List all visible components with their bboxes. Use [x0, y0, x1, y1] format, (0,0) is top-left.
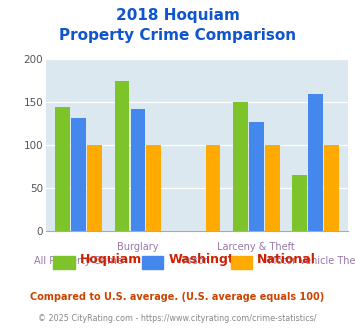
- Text: Larceny & Theft: Larceny & Theft: [217, 242, 295, 252]
- Bar: [87, 145, 102, 231]
- Text: Hoquiam: Hoquiam: [80, 252, 142, 266]
- Text: Property Crime Comparison: Property Crime Comparison: [59, 28, 296, 43]
- Bar: [292, 175, 307, 231]
- Bar: [131, 109, 145, 231]
- Bar: [71, 118, 86, 231]
- Bar: [324, 145, 339, 231]
- Bar: [249, 122, 263, 231]
- Text: Washington: Washington: [169, 252, 252, 266]
- Bar: [265, 145, 279, 231]
- Text: Compared to U.S. average. (U.S. average equals 100): Compared to U.S. average. (U.S. average …: [31, 292, 324, 302]
- Text: © 2025 CityRating.com - https://www.cityrating.com/crime-statistics/: © 2025 CityRating.com - https://www.city…: [38, 314, 317, 323]
- Text: Burglary: Burglary: [117, 242, 159, 252]
- Text: 2018 Hoquiam: 2018 Hoquiam: [116, 8, 239, 23]
- Bar: [55, 107, 70, 231]
- Bar: [308, 94, 323, 231]
- Bar: [233, 102, 247, 231]
- Bar: [206, 145, 220, 231]
- Text: National: National: [257, 252, 316, 266]
- Text: All Property Crime: All Property Crime: [34, 256, 123, 266]
- Text: Motor Vehicle Theft: Motor Vehicle Theft: [268, 256, 355, 266]
- Text: Arson: Arson: [183, 256, 211, 266]
- Bar: [147, 145, 161, 231]
- Bar: [115, 81, 129, 231]
